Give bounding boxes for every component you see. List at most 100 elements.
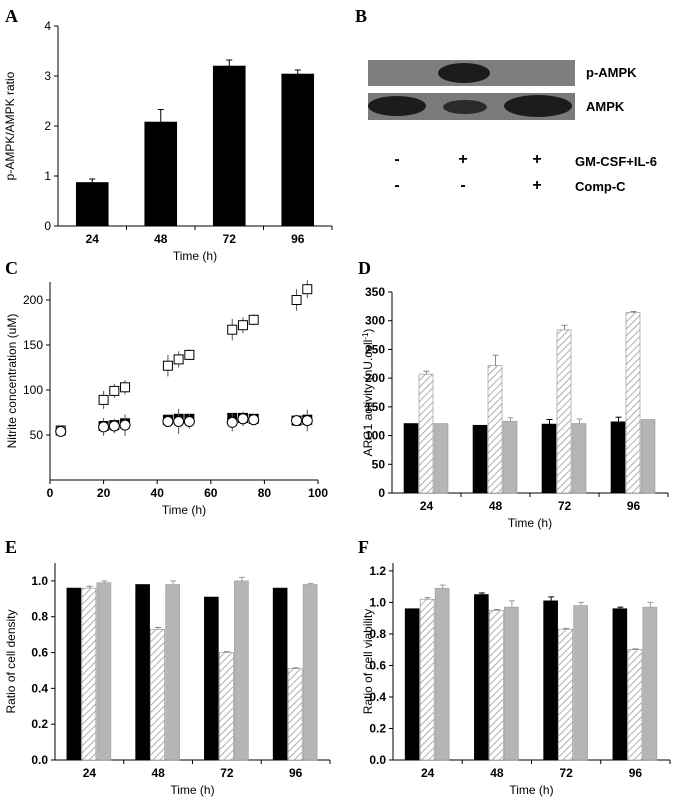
band-ampk-lane2 — [443, 100, 487, 114]
x-tick-label: 72 — [220, 766, 234, 780]
x-tick-label: 20 — [97, 486, 111, 500]
y-tick-label: 2 — [44, 119, 51, 133]
sign-r2-lane1: - — [394, 177, 399, 194]
x-axis-label: Time (h) — [508, 516, 552, 530]
y-tick-label: 0.6 — [369, 658, 386, 672]
point-circle — [226, 416, 238, 428]
y-axis-label-close: ) — [361, 329, 375, 333]
bar-48-ratio — [144, 121, 178, 227]
x-axis-label: Time (h) — [170, 783, 214, 797]
panel-label-b: B — [355, 6, 367, 26]
bar-24-hatched — [418, 373, 434, 494]
bar-72-gray — [571, 423, 587, 494]
x-tick-label: 72 — [558, 499, 572, 513]
bar-96-black — [272, 587, 288, 761]
western-blot-panel: p-AMPK AMPK - + + GM-CSF+IL-6 - - + Comp… — [368, 60, 657, 194]
point-square — [184, 349, 195, 360]
y-tick-label: 0.0 — [369, 753, 386, 767]
x-tick-label: 24 — [420, 499, 434, 513]
x-axis-label: Time (h) — [162, 503, 206, 517]
band-p-ampk-lane2 — [438, 63, 490, 83]
bar-72-hatched — [556, 329, 572, 494]
bar-24-black — [66, 587, 82, 761]
point-circle — [173, 416, 185, 427]
x-axis-label: Time (h) — [173, 249, 217, 263]
y-tick-label: 0.6 — [31, 646, 48, 660]
bar-48-hatched — [487, 365, 503, 494]
bar-24-black — [404, 608, 420, 761]
bar-96-black — [610, 421, 626, 494]
y-tick-label: 0.4 — [31, 681, 48, 695]
bar-48-gray — [504, 606, 519, 761]
y-axis-label: Ratio of cell density — [4, 609, 18, 713]
y-tick-label: 3 — [44, 69, 51, 83]
blot-label-ampk: AMPK — [586, 99, 625, 114]
y-tick-label: 0.2 — [31, 717, 48, 731]
bar-24-gray — [434, 587, 450, 761]
y-axis-label-text: ARG1 activity (nU.cell — [361, 340, 375, 457]
panel-label-e: E — [5, 537, 17, 557]
x-tick-label: 72 — [559, 766, 573, 780]
y-tick-label: 200 — [365, 371, 385, 385]
y-tick-label: 1.2 — [369, 564, 386, 578]
y-tick-label: 0 — [378, 486, 385, 500]
y-tick-label: 0.2 — [369, 721, 386, 735]
point-square — [302, 284, 313, 295]
point-circle — [119, 419, 131, 431]
blot-label-comp-c: Comp-C — [575, 179, 626, 194]
chart-a-ampk-ratio: 0 1 2 3 4 24 48 72 96 Time (h) p-AMPK/AMPK ratio — [3, 19, 333, 263]
bar-48-gray — [502, 420, 518, 494]
bar-96-black — [612, 608, 628, 761]
bar-24-gray — [96, 582, 112, 761]
bar-96-gray — [640, 419, 656, 494]
y-tick-label: 0.0 — [31, 753, 48, 767]
x-tick-label: 96 — [629, 766, 643, 780]
bar-72-hatched — [558, 628, 573, 761]
blot-label-p-ampk: p-AMPK — [586, 65, 637, 80]
x-tick-label: 72 — [223, 232, 237, 246]
bar-24-black — [403, 423, 419, 494]
chart-f-cell-viability: 0.0 0.2 0.4 0.6 0.8 1.0 1.2 24 48 72 96 Time (h) Rat… — [361, 563, 671, 797]
bar-72-ratio — [212, 65, 246, 227]
x-tick-label: 48 — [154, 232, 168, 246]
bar-96-hatched — [287, 668, 303, 761]
blot-label-gmcsf-il6: GM-CSF+IL-6 — [575, 154, 657, 169]
x-tick-label: 48 — [151, 766, 165, 780]
point-square — [173, 354, 184, 365]
point-circle — [162, 416, 174, 427]
point-circle — [291, 415, 303, 427]
panel-label-c: C — [5, 258, 18, 278]
bar-48-black — [474, 594, 489, 761]
x-tick-label: 96 — [627, 499, 641, 513]
point-square — [120, 382, 131, 393]
point-square — [227, 324, 238, 335]
chart-c-nitrite: 50 100 150 200 0 20 40 60 80 100 Time (h) Nitrite c… — [5, 280, 328, 517]
x-tick-label: 80 — [258, 486, 272, 500]
x-tick-label: 24 — [86, 232, 100, 246]
sign-r2-lane3: + — [532, 177, 541, 194]
point-square — [109, 385, 120, 396]
sign-r2-lane2: - — [460, 177, 465, 194]
sign-r1-lane1: - — [394, 151, 399, 168]
sign-r1-lane3: + — [532, 151, 541, 168]
panel-label-f: F — [358, 537, 369, 557]
bar-96-gray — [302, 584, 318, 761]
y-tick-label: 100 — [23, 383, 43, 397]
y-tick-label: 250 — [365, 342, 385, 356]
bar-72-black — [543, 600, 558, 761]
y-tick-label: 0.8 — [369, 627, 386, 641]
bar-72-gray — [234, 580, 249, 761]
bar-24-hatched — [81, 587, 97, 761]
point-square — [248, 314, 259, 325]
point-square — [162, 360, 173, 371]
bar-72-black — [541, 423, 557, 494]
bar-48-black — [472, 424, 488, 494]
y-tick-label: 300 — [365, 314, 385, 328]
x-tick-label: 100 — [308, 486, 328, 500]
y-tick-label: 50 — [372, 457, 386, 471]
band-ampk-lane1 — [368, 96, 426, 116]
bar-72-gray — [573, 605, 588, 761]
y-tick-label: 0.4 — [369, 690, 386, 704]
y-axis-label: Ratio of cell viability — [361, 609, 375, 714]
